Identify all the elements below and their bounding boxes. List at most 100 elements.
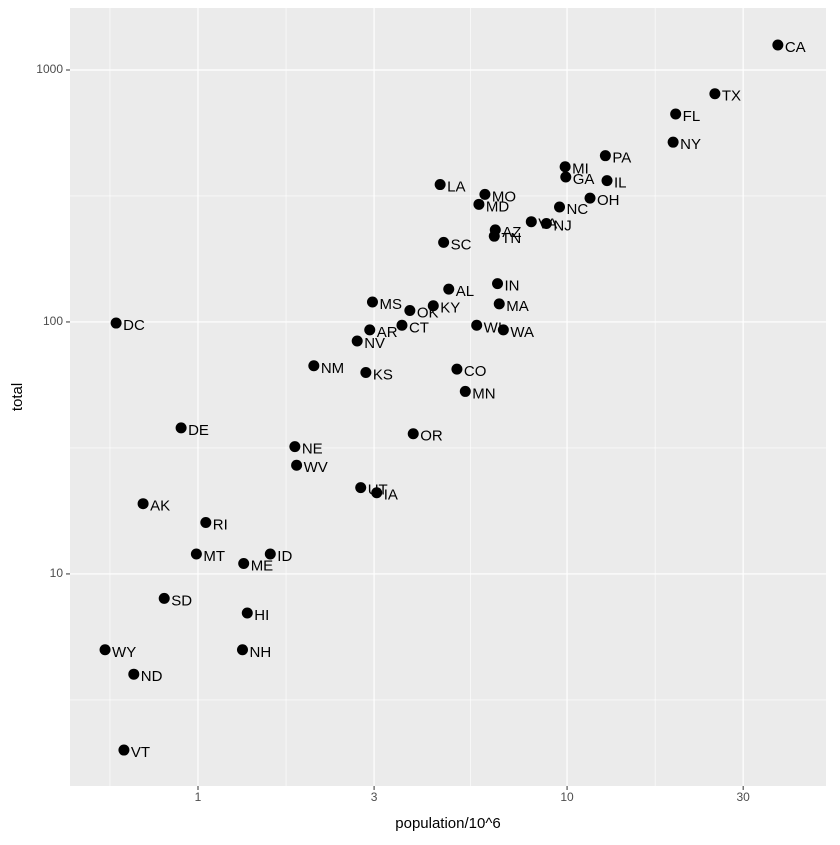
point	[471, 319, 483, 331]
point	[451, 363, 463, 375]
point	[443, 283, 455, 295]
point	[110, 317, 122, 329]
point-label: MT	[203, 548, 225, 565]
point-label: LA	[447, 179, 465, 196]
point-label: IN	[505, 278, 520, 295]
point-label: NC	[567, 201, 589, 218]
point	[473, 198, 485, 210]
point	[371, 487, 383, 499]
point	[540, 217, 552, 229]
point-label: ME	[251, 557, 274, 574]
point	[291, 459, 303, 471]
x-axis-title: population/10^6	[395, 815, 500, 832]
x-tick-label: 30	[736, 790, 750, 804]
point-label: WI	[484, 319, 502, 336]
point-label: NY	[680, 136, 701, 153]
point	[479, 188, 491, 200]
point	[236, 644, 248, 656]
point	[670, 108, 682, 120]
x-tick-label: 3	[371, 790, 378, 804]
point	[264, 548, 276, 560]
point	[238, 558, 250, 570]
point-label: WA	[510, 324, 534, 341]
point-label: VT	[131, 744, 150, 761]
y-tick-label: 1000	[36, 62, 63, 76]
point	[175, 422, 187, 434]
point	[351, 335, 363, 347]
point	[427, 300, 439, 312]
y-axis-title: total	[9, 383, 26, 411]
point-label: WV	[304, 459, 328, 476]
point-label: MI	[572, 161, 589, 178]
x-tick-label: 1	[195, 790, 202, 804]
point-label: WY	[112, 644, 136, 661]
point-label: KS	[373, 366, 393, 383]
point-label: PA	[612, 150, 631, 167]
point-label: IA	[384, 487, 398, 504]
point	[241, 607, 253, 619]
point	[99, 644, 111, 656]
panel	[70, 8, 826, 786]
point-label: HI	[254, 607, 269, 624]
point	[289, 441, 301, 453]
point-label: NJ	[553, 217, 571, 234]
point-label: AR	[377, 324, 398, 341]
y-tick-label: 10	[50, 566, 64, 580]
point	[200, 516, 212, 528]
y-tick-label: 100	[43, 314, 63, 328]
point	[554, 201, 566, 213]
point	[559, 161, 571, 173]
x-tick-label: 10	[560, 790, 574, 804]
point-label: CA	[785, 39, 806, 56]
point-label: NV	[364, 335, 385, 352]
point-label: MA	[506, 298, 529, 315]
point	[599, 150, 611, 162]
point	[158, 592, 170, 604]
point	[667, 136, 679, 148]
point	[438, 236, 450, 248]
point-label: AK	[150, 498, 170, 515]
point-label: MD	[486, 198, 509, 215]
point-label: SD	[171, 592, 192, 609]
point	[364, 324, 376, 336]
point-label: OH	[597, 192, 620, 209]
point-label: DE	[188, 422, 209, 439]
point	[492, 278, 504, 290]
point-label: MO	[492, 188, 516, 205]
point-label: RI	[213, 516, 228, 533]
point	[308, 360, 320, 372]
point	[355, 482, 367, 494]
point-label: KY	[440, 300, 460, 317]
point	[459, 385, 471, 397]
point-label: NH	[249, 644, 271, 661]
point	[404, 305, 416, 317]
point-label: CT	[409, 319, 429, 336]
point-label: OK	[417, 305, 439, 322]
point	[493, 298, 505, 310]
point-label: MN	[472, 385, 495, 402]
point	[709, 88, 721, 100]
point-label: NM	[321, 360, 344, 377]
point	[360, 367, 372, 379]
point-label: FL	[683, 108, 701, 125]
point	[525, 216, 537, 228]
point	[772, 39, 784, 51]
point-label: OR	[420, 428, 443, 445]
point	[560, 171, 572, 183]
point-label: GA	[573, 171, 595, 188]
point	[488, 230, 500, 242]
point	[584, 192, 596, 204]
point-label: CO	[464, 363, 487, 380]
point-label: VA	[538, 216, 557, 233]
point	[407, 428, 419, 440]
point	[190, 548, 202, 560]
point-label: UT	[368, 482, 388, 499]
point-label: TN	[501, 230, 521, 247]
point-label: ID	[277, 548, 292, 565]
point-label: DC	[123, 317, 145, 334]
point-label: SC	[451, 236, 472, 253]
point	[601, 175, 613, 187]
point	[128, 668, 140, 680]
point	[396, 319, 408, 331]
